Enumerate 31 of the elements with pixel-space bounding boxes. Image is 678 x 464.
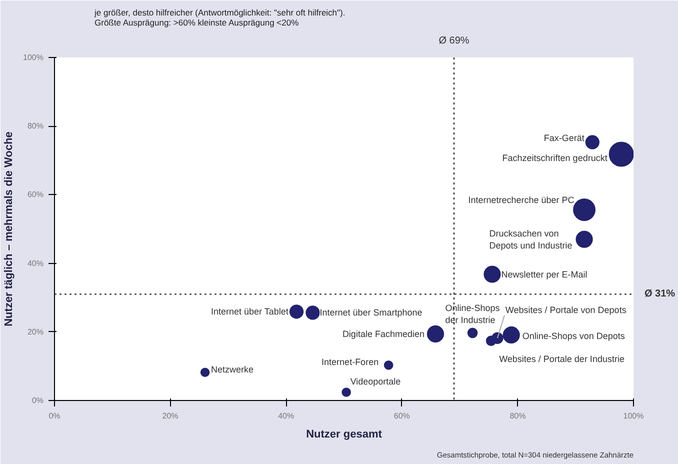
text: Websites / Portale von Depots (505, 305, 627, 316)
y-tick-label: 20% (27, 327, 44, 336)
series-label: Internet über Smartphone (320, 308, 422, 318)
series-label: Internet über Tablet (210, 306, 289, 317)
series-label: Newsletter per E-Mail (501, 269, 588, 280)
series-label: Fax-Gerät (544, 133, 585, 144)
x-tick-label: 100% (623, 412, 644, 420)
series-label: Online-Shops von Depots (522, 330, 626, 341)
series-label: Digitale Fachmedien (342, 328, 424, 339)
ref-line-label: Ø 31% (644, 288, 676, 300)
series-label: Internet-Foren (322, 357, 379, 368)
series-label: Netzwerke (211, 364, 254, 374)
y-tick-label: 0% (32, 396, 44, 405)
x-tick-label: 40% (278, 412, 294, 420)
text: je größer, desto hilfreicher (Antwortmöglichkeit: "sehr oft hilfreich"). Größte Ausprägung: >60% kleinste Ausprägung <20% (94, 8, 346, 28)
x-tick-label: 20% (162, 412, 178, 420)
y-tick-label: 80% (27, 122, 44, 131)
series-label: Internetrecherche über PC (468, 194, 575, 205)
series-label: Fachzeitschriften gedruckt (502, 153, 608, 164)
ref-line-label: Ø 69% (438, 36, 470, 46)
y-tick-label: 60% (27, 190, 44, 200)
y-tick-label: 100% (23, 53, 44, 62)
x-tick-label: 60% (394, 412, 410, 420)
y-axis-title: Nutzer täglich – mehrmals die Woche (3, 132, 16, 326)
series-label: Websites / Portale der Industrie (499, 354, 624, 364)
y-tick-label: 40% (27, 258, 44, 268)
series-label: Drucksachen von Depots und Industrie (489, 228, 572, 250)
series-label: Videoportale (350, 376, 401, 386)
x-axis-title: Nutzer gesamt (306, 428, 382, 440)
x-tick-label: 0% (48, 412, 60, 420)
x-tick-label: 80% (510, 412, 526, 420)
